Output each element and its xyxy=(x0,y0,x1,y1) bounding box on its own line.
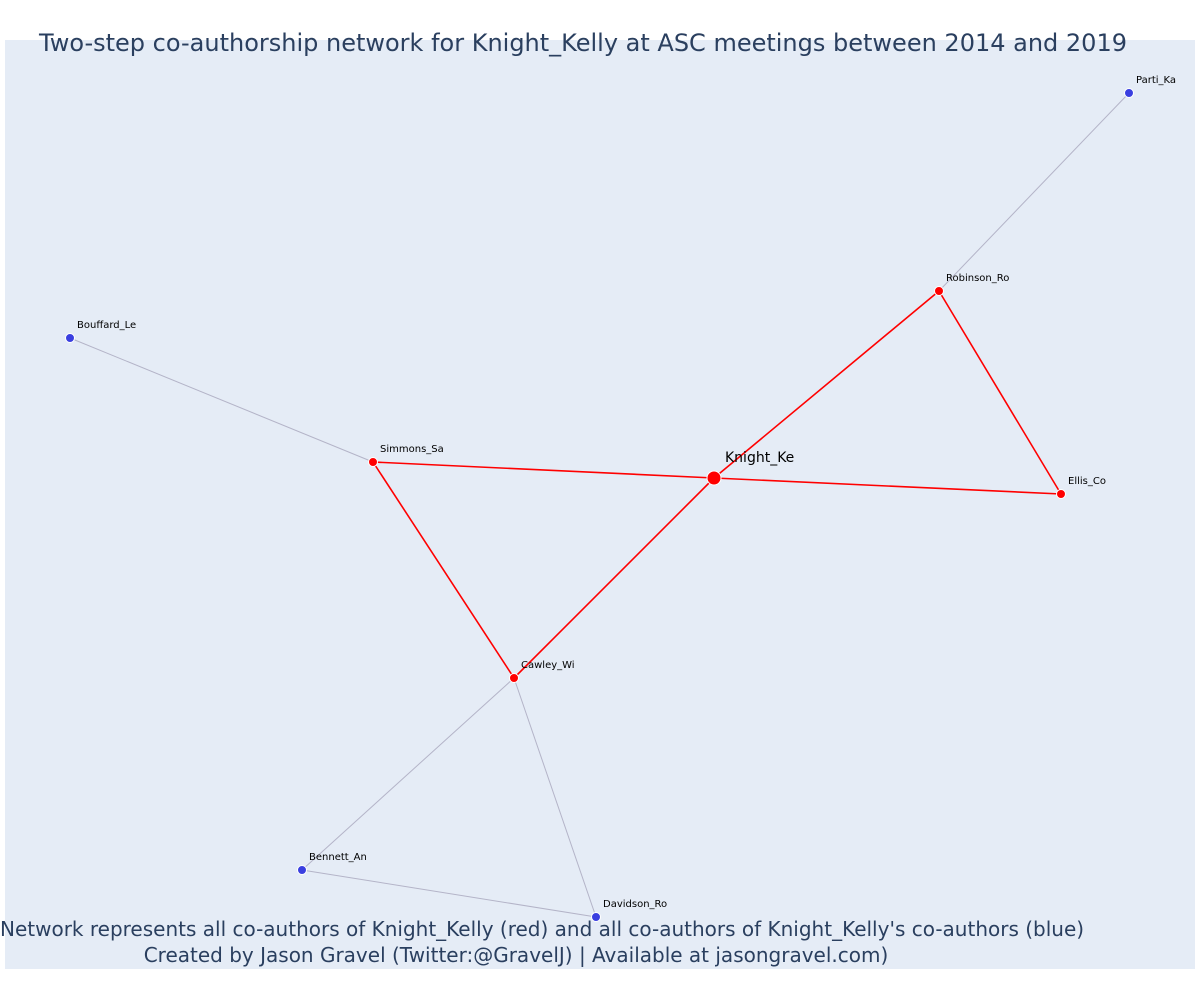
node-Davidson_Ro[interactable] xyxy=(591,912,601,922)
node-label-Davidson_Ro: Davidson_Ro xyxy=(603,899,667,910)
labels-layer: Knight_Ke Robinson_Ro Ellis_Co Simmons_Sa Ca… xyxy=(77,75,1176,910)
edge-Knight_Ke-Robinson_Ro xyxy=(713,290,940,479)
node-Robinson_Ro[interactable] xyxy=(934,286,944,296)
edge-Simmons_Sa-Cawley_Wi xyxy=(372,461,515,679)
node-Cawley_Wi[interactable] xyxy=(509,673,519,683)
edge-Cawley_Wi-Bennett_An xyxy=(301,677,515,871)
node-Ellis_Co[interactable] xyxy=(1056,489,1066,499)
edges-layer xyxy=(69,92,1130,918)
node-label-Bouffard_Le: Bouffard_Le xyxy=(77,320,136,331)
node-label-Simmons_Sa: Simmons_Sa xyxy=(380,444,444,455)
nodes-layer xyxy=(65,88,1134,922)
node-label-Parti_Ka: Parti_Ka xyxy=(1136,75,1176,86)
node-Bouffard_Le[interactable] xyxy=(65,333,75,343)
node-label-Knight_Ke: Knight_Ke xyxy=(725,450,794,466)
edge-Bennett_An-Davidson_Ro xyxy=(301,869,597,918)
node-label-Ellis_Co: Ellis_Co xyxy=(1068,476,1106,487)
node-Bennett_An[interactable] xyxy=(297,865,307,875)
node-label-Robinson_Ro: Robinson_Ro xyxy=(946,273,1009,284)
plot-area xyxy=(5,40,1195,969)
edge-Robinson_Ro-Ellis_Co xyxy=(938,290,1062,495)
footnote-line-2: Created by Jason Gravel (Twitter:@Gravel… xyxy=(143,943,889,967)
node-label-Bennett_An: Bennett_An xyxy=(309,852,367,863)
node-Simmons_Sa[interactable] xyxy=(368,457,378,467)
footnote-line-1: Network represents all co-authors of Kni… xyxy=(0,917,1085,941)
node-label-Cawley_Wi: Cawley_Wi xyxy=(521,660,575,671)
edge-Robinson_Ro-Parti_Ka xyxy=(938,92,1130,292)
edge-Simmons_Sa-Bouffard_Le xyxy=(69,337,374,463)
edge-Cawley_Wi-Davidson_Ro xyxy=(513,677,597,918)
edge-Knight_Ke-Simmons_Sa xyxy=(372,461,715,479)
node-Parti_Ka[interactable] xyxy=(1124,88,1134,98)
chart-title: Two-step co-authorship network for Knigh… xyxy=(39,29,1127,57)
edge-Knight_Ke-Cawley_Wi xyxy=(513,477,715,679)
node-Knight_Ke[interactable] xyxy=(706,470,722,486)
edge-Knight_Ke-Ellis_Co xyxy=(713,477,1062,495)
